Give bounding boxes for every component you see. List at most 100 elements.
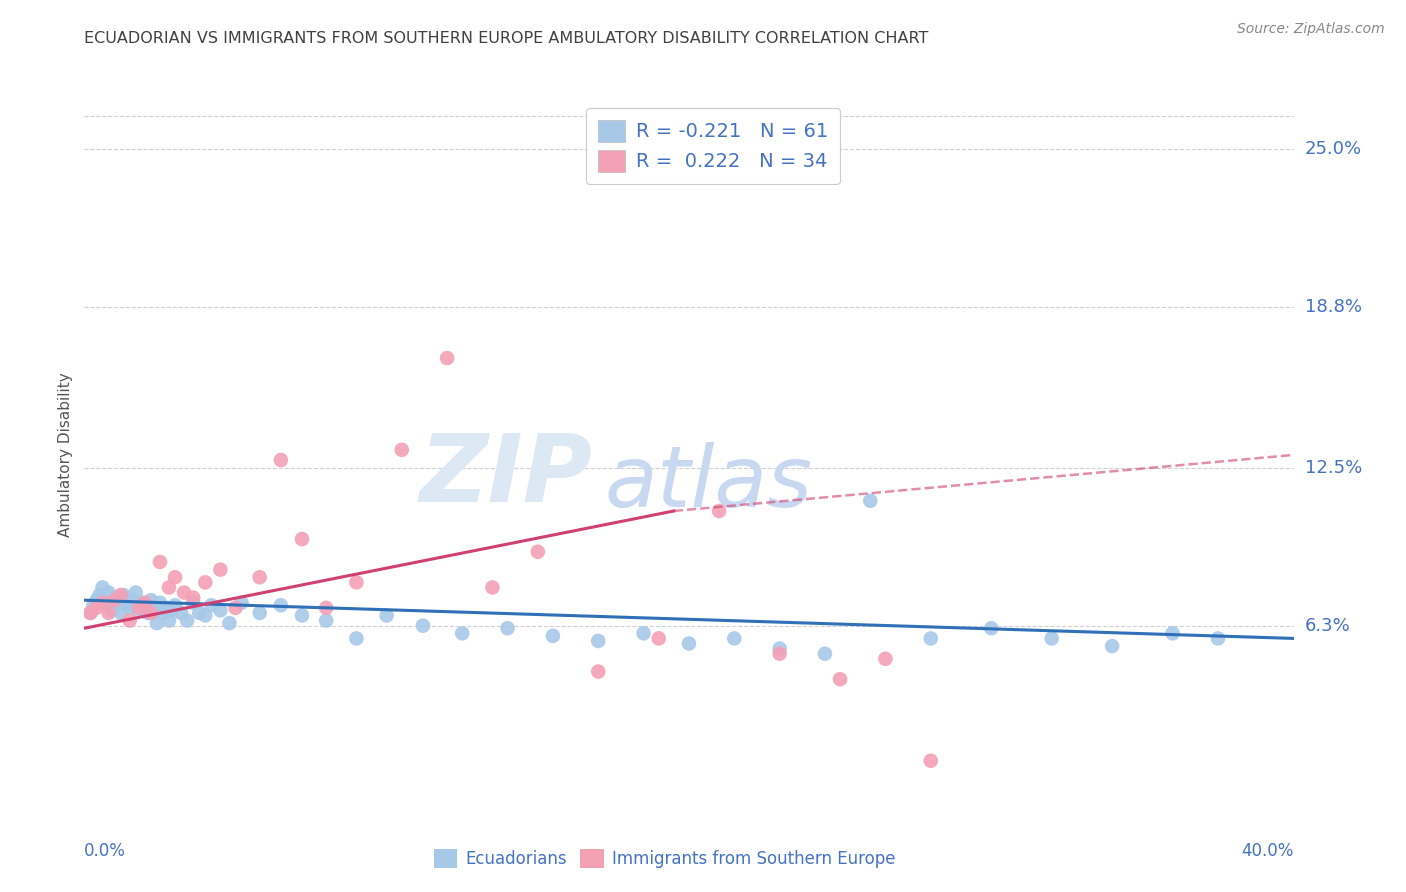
Point	[149, 555, 172, 569]
Point	[249, 606, 271, 620]
Point	[128, 600, 150, 615]
Point	[496, 621, 519, 635]
Point	[176, 614, 198, 628]
Text: 18.8%: 18.8%	[1305, 298, 1361, 316]
Point	[436, 351, 458, 365]
Text: ECUADORIAN VS IMMIGRANTS FROM SOUTHERN EUROPE AMBULATORY DISABILITY CORRELATION : ECUADORIAN VS IMMIGRANTS FROM SOUTHERN E…	[84, 31, 929, 46]
Point	[859, 493, 882, 508]
Point	[100, 603, 122, 617]
Point	[200, 599, 222, 613]
Point	[118, 600, 141, 615]
Point	[291, 608, 314, 623]
Point	[194, 575, 217, 590]
Point	[346, 632, 368, 646]
Point	[112, 588, 135, 602]
Point	[588, 665, 610, 679]
Point	[1101, 639, 1123, 653]
Point	[391, 442, 413, 457]
Text: atlas: atlas	[605, 442, 813, 525]
Point	[146, 616, 169, 631]
Point	[769, 647, 792, 661]
Point	[149, 596, 172, 610]
Point	[142, 600, 165, 615]
Point	[139, 606, 162, 620]
Point	[814, 647, 837, 661]
Point	[170, 606, 193, 620]
Point	[136, 606, 159, 620]
Point	[188, 606, 211, 620]
Point	[86, 600, 108, 615]
Point	[291, 532, 314, 546]
Point	[980, 621, 1002, 635]
Point	[375, 608, 398, 623]
Point	[79, 606, 101, 620]
Point	[1206, 632, 1229, 646]
Text: 0.0%: 0.0%	[84, 842, 127, 860]
Point	[194, 608, 217, 623]
Text: 40.0%: 40.0%	[1241, 842, 1294, 860]
Point	[270, 599, 292, 613]
Point	[104, 593, 127, 607]
Text: 6.3%: 6.3%	[1305, 616, 1350, 635]
Point	[160, 603, 183, 617]
Point	[131, 596, 153, 610]
Point	[541, 629, 564, 643]
Point	[231, 596, 253, 610]
Point	[118, 614, 141, 628]
Point	[173, 585, 195, 599]
Y-axis label: Ambulatory Disability: Ambulatory Disability	[58, 373, 73, 537]
Point	[723, 632, 745, 646]
Point	[647, 632, 671, 646]
Point	[115, 599, 138, 613]
Point	[128, 603, 150, 617]
Point	[79, 606, 101, 620]
Point	[209, 563, 232, 577]
Point	[86, 593, 108, 607]
Point	[157, 614, 180, 628]
Point	[139, 593, 162, 607]
Point	[270, 453, 292, 467]
Point	[633, 626, 655, 640]
Point	[121, 593, 143, 607]
Point	[920, 632, 942, 646]
Point	[91, 581, 114, 595]
Text: 25.0%: 25.0%	[1305, 140, 1362, 158]
Point	[181, 591, 204, 605]
Point	[346, 575, 368, 590]
Point	[709, 504, 731, 518]
Point	[412, 618, 434, 632]
Point	[830, 672, 852, 686]
Point	[1161, 626, 1184, 640]
Point	[1040, 632, 1063, 646]
Point	[481, 581, 503, 595]
Point	[110, 606, 132, 620]
Point	[97, 606, 120, 620]
Point	[875, 652, 897, 666]
Text: ZIP: ZIP	[419, 430, 592, 523]
Text: Source: ZipAtlas.com: Source: ZipAtlas.com	[1237, 22, 1385, 37]
Point	[94, 596, 117, 610]
Point	[209, 603, 232, 617]
Point	[225, 600, 247, 615]
Point	[249, 570, 271, 584]
Point	[97, 585, 120, 599]
Point	[107, 596, 129, 610]
Legend: Ecuadorians, Immigrants from Southern Europe: Ecuadorians, Immigrants from Southern Eu…	[427, 842, 903, 875]
Point	[155, 600, 177, 615]
Point	[769, 641, 792, 656]
Point	[920, 754, 942, 768]
Point	[89, 588, 111, 602]
Point	[163, 599, 186, 613]
Point	[315, 600, 337, 615]
Point	[588, 634, 610, 648]
Point	[134, 596, 156, 610]
Point	[315, 614, 337, 628]
Point	[157, 581, 180, 595]
Point	[678, 636, 700, 650]
Point	[110, 588, 132, 602]
Point	[163, 570, 186, 584]
Text: 12.5%: 12.5%	[1305, 458, 1362, 476]
Point	[218, 616, 240, 631]
Point	[152, 606, 174, 620]
Point	[104, 591, 127, 605]
